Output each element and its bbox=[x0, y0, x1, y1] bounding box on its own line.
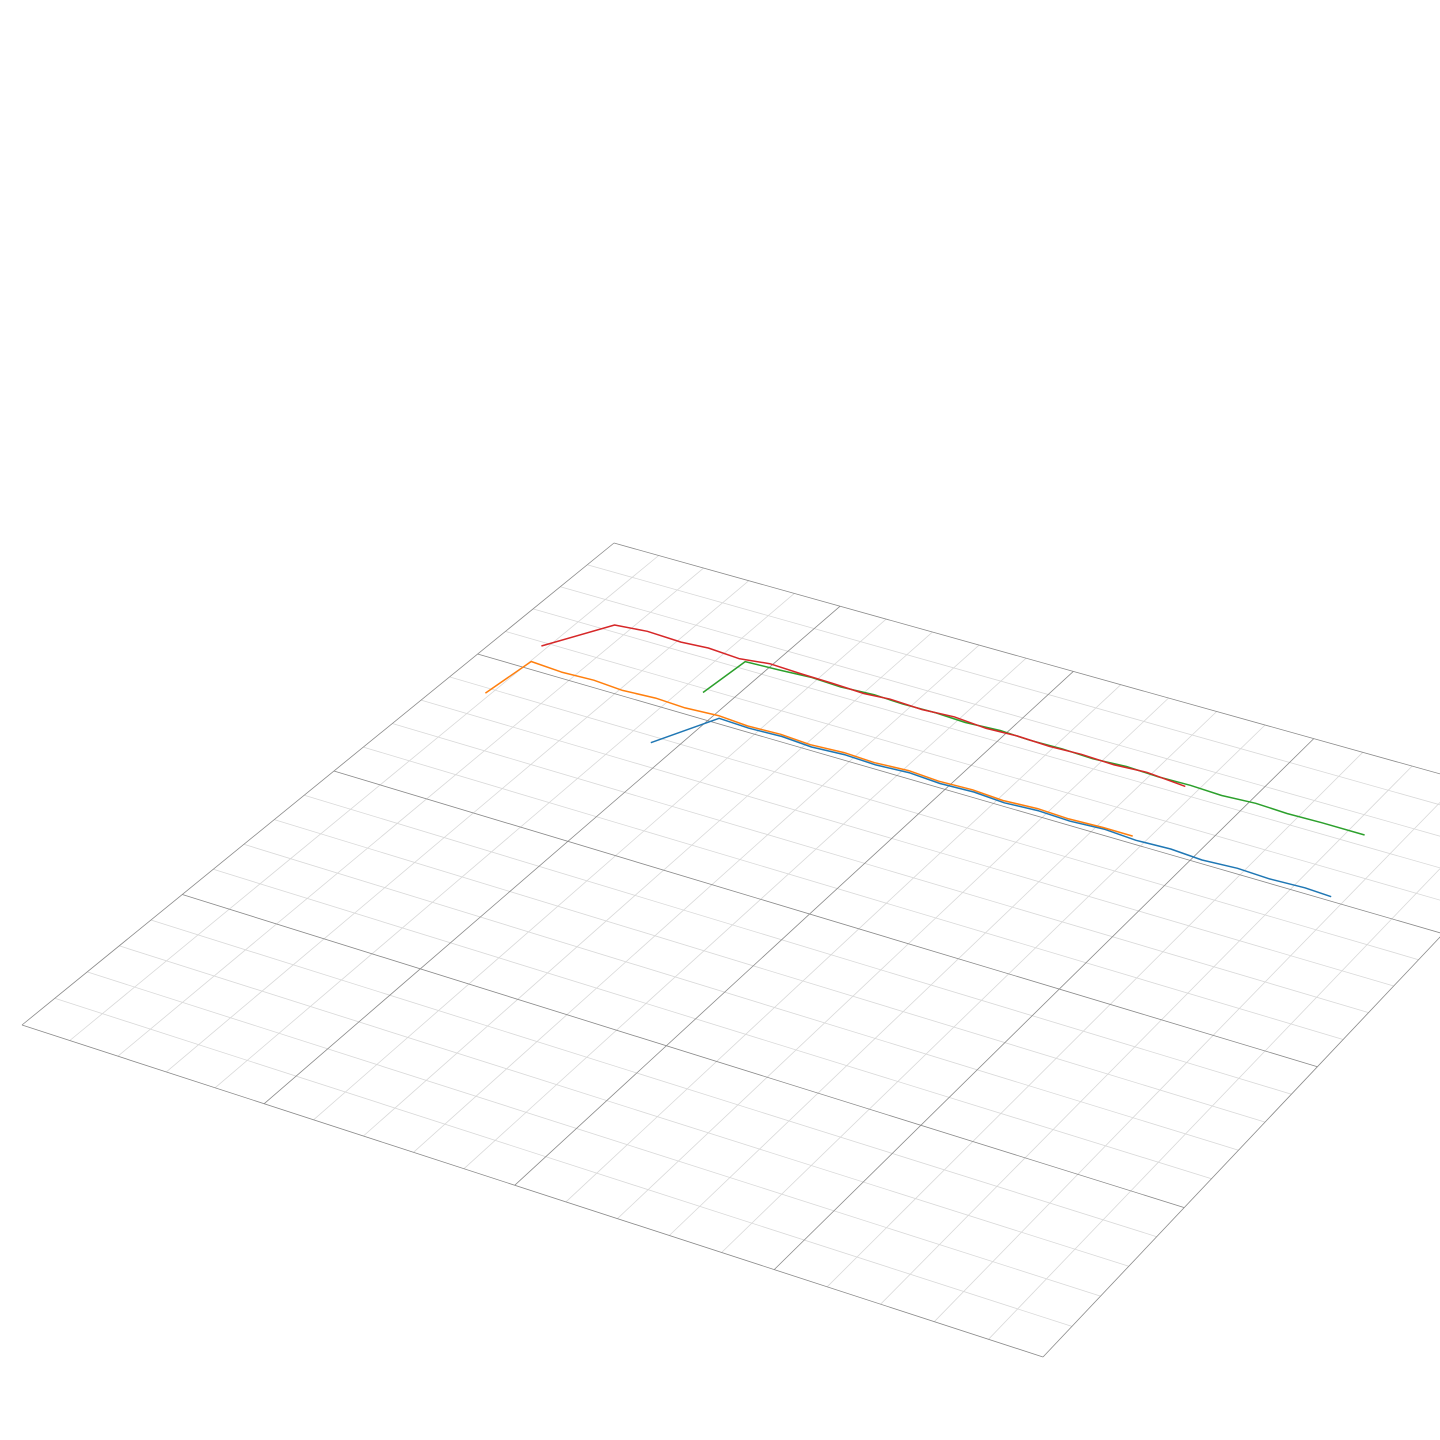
minor-grid-line bbox=[413, 644, 980, 1153]
minor-grid-line bbox=[988, 868, 1440, 1340]
minor-grid-line bbox=[721, 724, 1266, 1253]
minor-grid-line bbox=[934, 801, 1440, 1322]
grid-line bbox=[182, 894, 1185, 1208]
grid-line bbox=[333, 770, 1318, 1068]
minor-grid-line bbox=[392, 723, 1369, 1013]
minor-grid-line bbox=[166, 580, 750, 1073]
minor-grid-line bbox=[363, 631, 933, 1137]
series-line bbox=[541, 624, 1186, 788]
minor-grid-line bbox=[313, 618, 887, 1121]
grid-line bbox=[21, 542, 615, 1026]
minor-grid-line bbox=[880, 765, 1413, 1305]
minor-grid-line bbox=[617, 697, 1169, 1219]
grid-line bbox=[514, 671, 1074, 1186]
minor-grid-line bbox=[150, 919, 1157, 1238]
minor-grid-line bbox=[69, 555, 659, 1041]
minor-grid-line bbox=[587, 564, 1440, 806]
minor-grid-line bbox=[243, 843, 1239, 1151]
minor-grid-line bbox=[420, 699, 1394, 987]
minor-grid-line bbox=[304, 794, 1292, 1095]
minor-grid-line bbox=[560, 586, 1440, 837]
minor-grid-line bbox=[119, 945, 1129, 1267]
minor-grid-line bbox=[449, 676, 1419, 961]
minor-grid-line bbox=[669, 711, 1217, 1236]
minor-grid-line bbox=[54, 997, 1073, 1327]
minor-grid-line bbox=[87, 971, 1101, 1297]
grid-line bbox=[21, 1024, 1044, 1358]
grid-line bbox=[477, 653, 1440, 934]
grid-line bbox=[773, 738, 1315, 1270]
minor-grid-line bbox=[363, 746, 1344, 1040]
minor-grid-line bbox=[826, 752, 1364, 1288]
minor-grid-line bbox=[505, 631, 1440, 901]
minor-grid-line bbox=[532, 608, 1440, 869]
minor-grid-line bbox=[117, 567, 704, 1057]
grid-line bbox=[1042, 936, 1440, 1358]
minor-grid-line bbox=[565, 684, 1122, 1203]
series-line bbox=[484, 660, 1133, 837]
grid-line bbox=[613, 542, 1440, 775]
minor-grid-line bbox=[274, 819, 1266, 1123]
minor-grid-line bbox=[213, 868, 1212, 1180]
minor-grid-line bbox=[214, 593, 795, 1089]
minor-grid-line bbox=[463, 657, 1027, 1169]
series-line bbox=[650, 717, 1332, 898]
grid-line bbox=[263, 605, 841, 1105]
